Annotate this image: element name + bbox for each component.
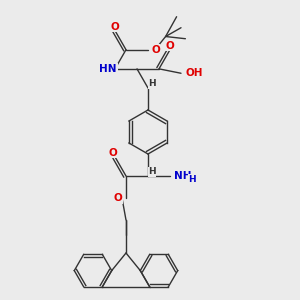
Text: O: O: [111, 22, 119, 32]
Text: HN: HN: [100, 64, 117, 74]
Text: O: O: [151, 45, 160, 55]
Text: H: H: [148, 80, 156, 88]
Text: O: O: [166, 41, 174, 51]
Text: NH: NH: [174, 171, 191, 181]
Text: H: H: [148, 167, 156, 176]
Text: H: H: [188, 175, 196, 184]
Text: O: O: [109, 148, 117, 158]
Text: OH: OH: [186, 68, 203, 78]
Text: O: O: [113, 193, 122, 203]
